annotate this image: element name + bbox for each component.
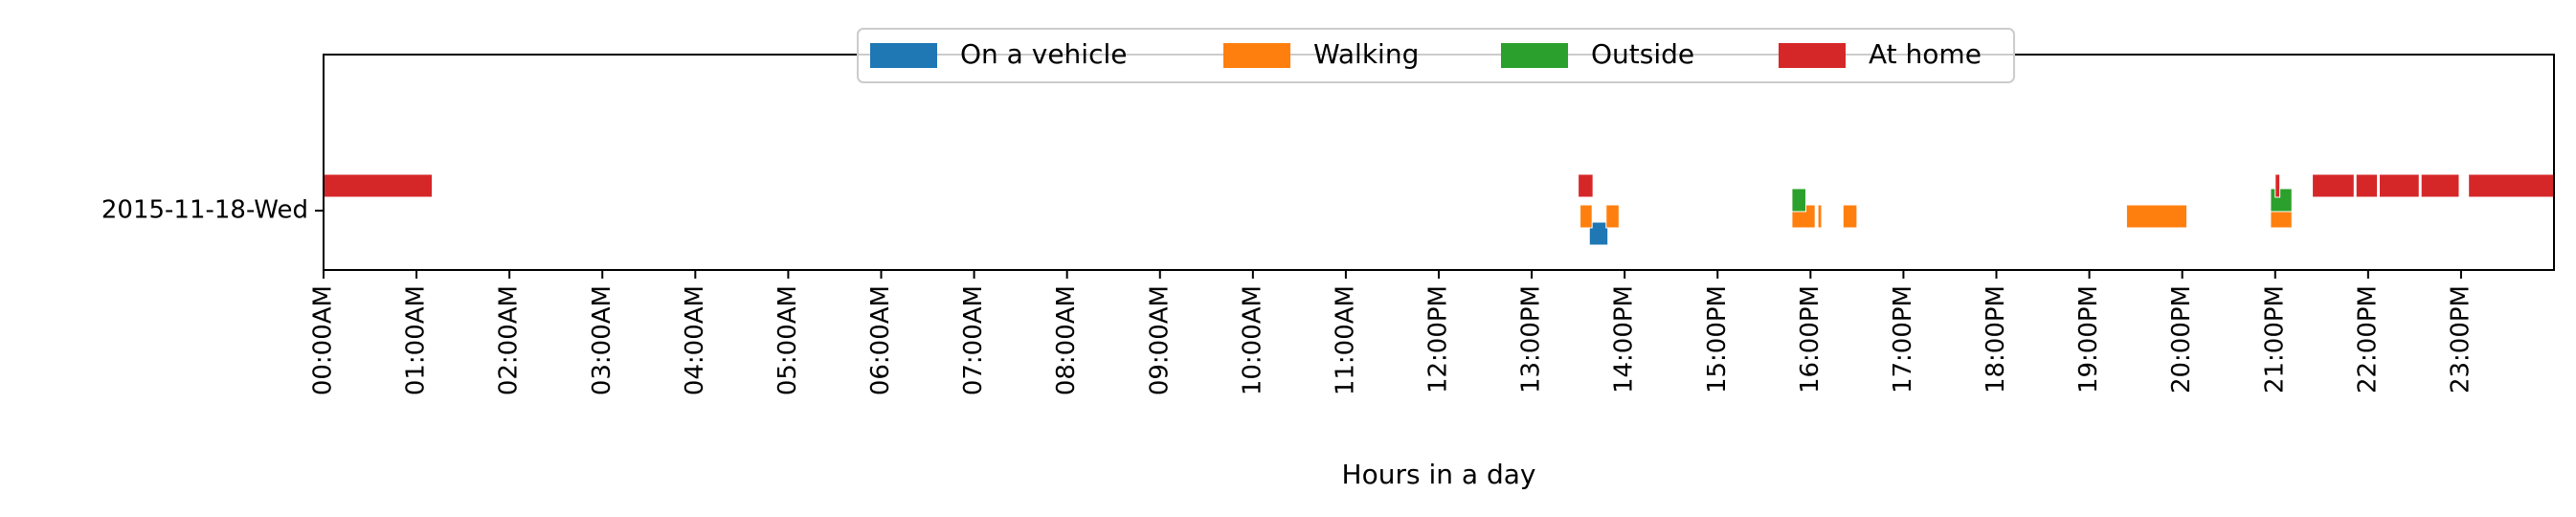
bar-outside-0	[1791, 188, 1806, 213]
x-tick-label: 09:00AM	[1145, 285, 1174, 395]
legend-box	[857, 28, 2015, 83]
legend-swatch-walking	[1223, 43, 1290, 68]
x-tick-label: 05:00AM	[773, 285, 802, 395]
x-tick-label: 00:00AM	[309, 285, 338, 395]
x-tick-label: 08:00AM	[1052, 285, 1081, 395]
bar-at-home-3	[2312, 173, 2355, 198]
bar-on-a-vehicle-0	[1588, 221, 1609, 246]
bar-at-home-5	[2378, 173, 2420, 198]
bar-at-home-1	[1578, 173, 1594, 198]
x-tick-label: 04:00AM	[681, 285, 709, 395]
x-tick-label: 19:00PM	[2074, 285, 2103, 393]
x-tick-label: 13:00PM	[1517, 285, 1546, 393]
bar-at-home-0	[323, 173, 434, 198]
legend-swatch-outside	[1501, 43, 1568, 68]
bar-at-home-4	[2355, 173, 2379, 198]
x-tick-label: 23:00PM	[2446, 285, 2475, 393]
y-axis: 2015-11-18-Wed	[101, 196, 324, 225]
row-label: 2015-11-18-Wed	[101, 196, 308, 225]
x-tick-label: 21:00PM	[2260, 285, 2289, 393]
plot-area	[324, 55, 2554, 270]
bar-walking-1	[1605, 204, 1620, 229]
legend-label-walking: Walking	[1313, 38, 1419, 70]
x-tick-label: 11:00AM	[1331, 285, 1359, 395]
legend-swatch-on-a-vehicle	[870, 43, 937, 68]
bar-at-home-7	[2468, 173, 2555, 198]
x-tick-label: 10:00AM	[1238, 285, 1266, 395]
x-axis: 00:00AM 01:00AM 02:00AM 03:00AM 04:00AM 05:00…	[309, 270, 2475, 395]
bar-walking-5	[2125, 204, 2188, 229]
bar-outside-1	[2270, 188, 2293, 213]
legend: On a vehicle Walking Outside At home	[857, 28, 2015, 83]
x-tick-label: 07:00AM	[959, 285, 988, 395]
x-tick-label: 03:00AM	[588, 285, 616, 395]
x-tick-label: 06:00AM	[866, 285, 895, 395]
legend-label-outside: Outside	[1591, 38, 1694, 70]
bar-walking-4	[1842, 204, 1858, 229]
x-axis-title: Hours in a day	[1342, 459, 1536, 490]
x-tick-label: 12:00PM	[1424, 285, 1453, 393]
x-tick-label: 18:00PM	[1982, 285, 2010, 393]
x-tick-label: 15:00PM	[1703, 285, 1732, 393]
x-tick-label: 17:00PM	[1889, 285, 1917, 393]
x-tick-label: 16:00PM	[1796, 285, 1825, 393]
legend-label-on-a-vehicle: On a vehicle	[960, 38, 1127, 70]
legend-swatch-at-home	[1779, 43, 1846, 68]
bar-walking-3	[1817, 204, 1823, 229]
x-tick-label: 20:00PM	[2167, 285, 2196, 393]
bar-at-home-2	[2274, 173, 2281, 198]
legend-label-at-home: At home	[1869, 38, 1982, 70]
bar-walking-0	[1579, 204, 1593, 229]
bar-at-home-6	[2420, 173, 2460, 198]
x-tick-label: 14:00PM	[1610, 285, 1639, 393]
x-tick-label: 01:00AM	[402, 285, 431, 395]
activity-bars	[323, 173, 2555, 246]
x-tick-label: 22:00PM	[2353, 285, 2382, 393]
x-tick-label: 02:00AM	[495, 285, 524, 395]
plot-background	[324, 55, 2554, 270]
